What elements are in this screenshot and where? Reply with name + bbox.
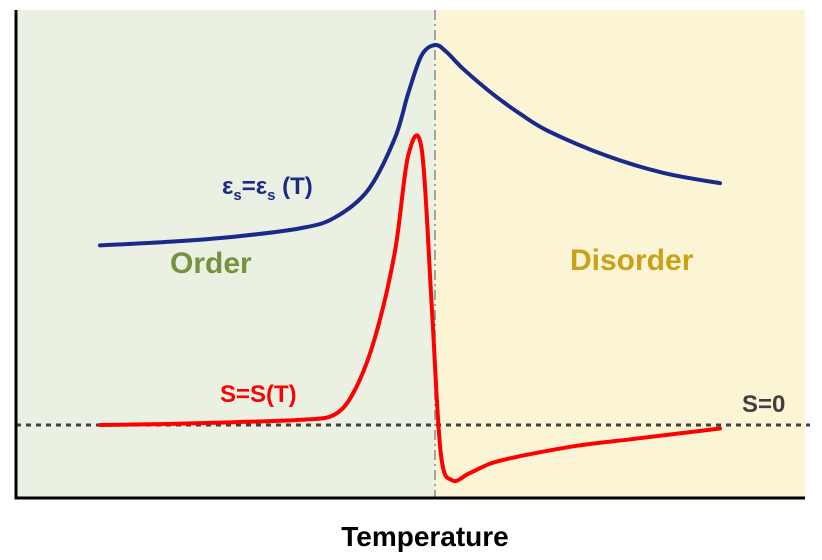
series-label-entropy: S=S(T) — [220, 381, 297, 408]
disorder-region — [435, 10, 805, 498]
series-line-entropy — [98, 133, 722, 484]
order-region — [16, 10, 435, 498]
disorder-label: Disorder — [570, 244, 694, 277]
s-zero-label: S=0 — [742, 391, 785, 418]
series-line-epsilon — [98, 42, 722, 248]
series-label-epsilon: εs=εs (T) — [222, 173, 313, 204]
order-label: Order — [170, 247, 252, 280]
x-axis-label: Temperature — [341, 521, 509, 552]
